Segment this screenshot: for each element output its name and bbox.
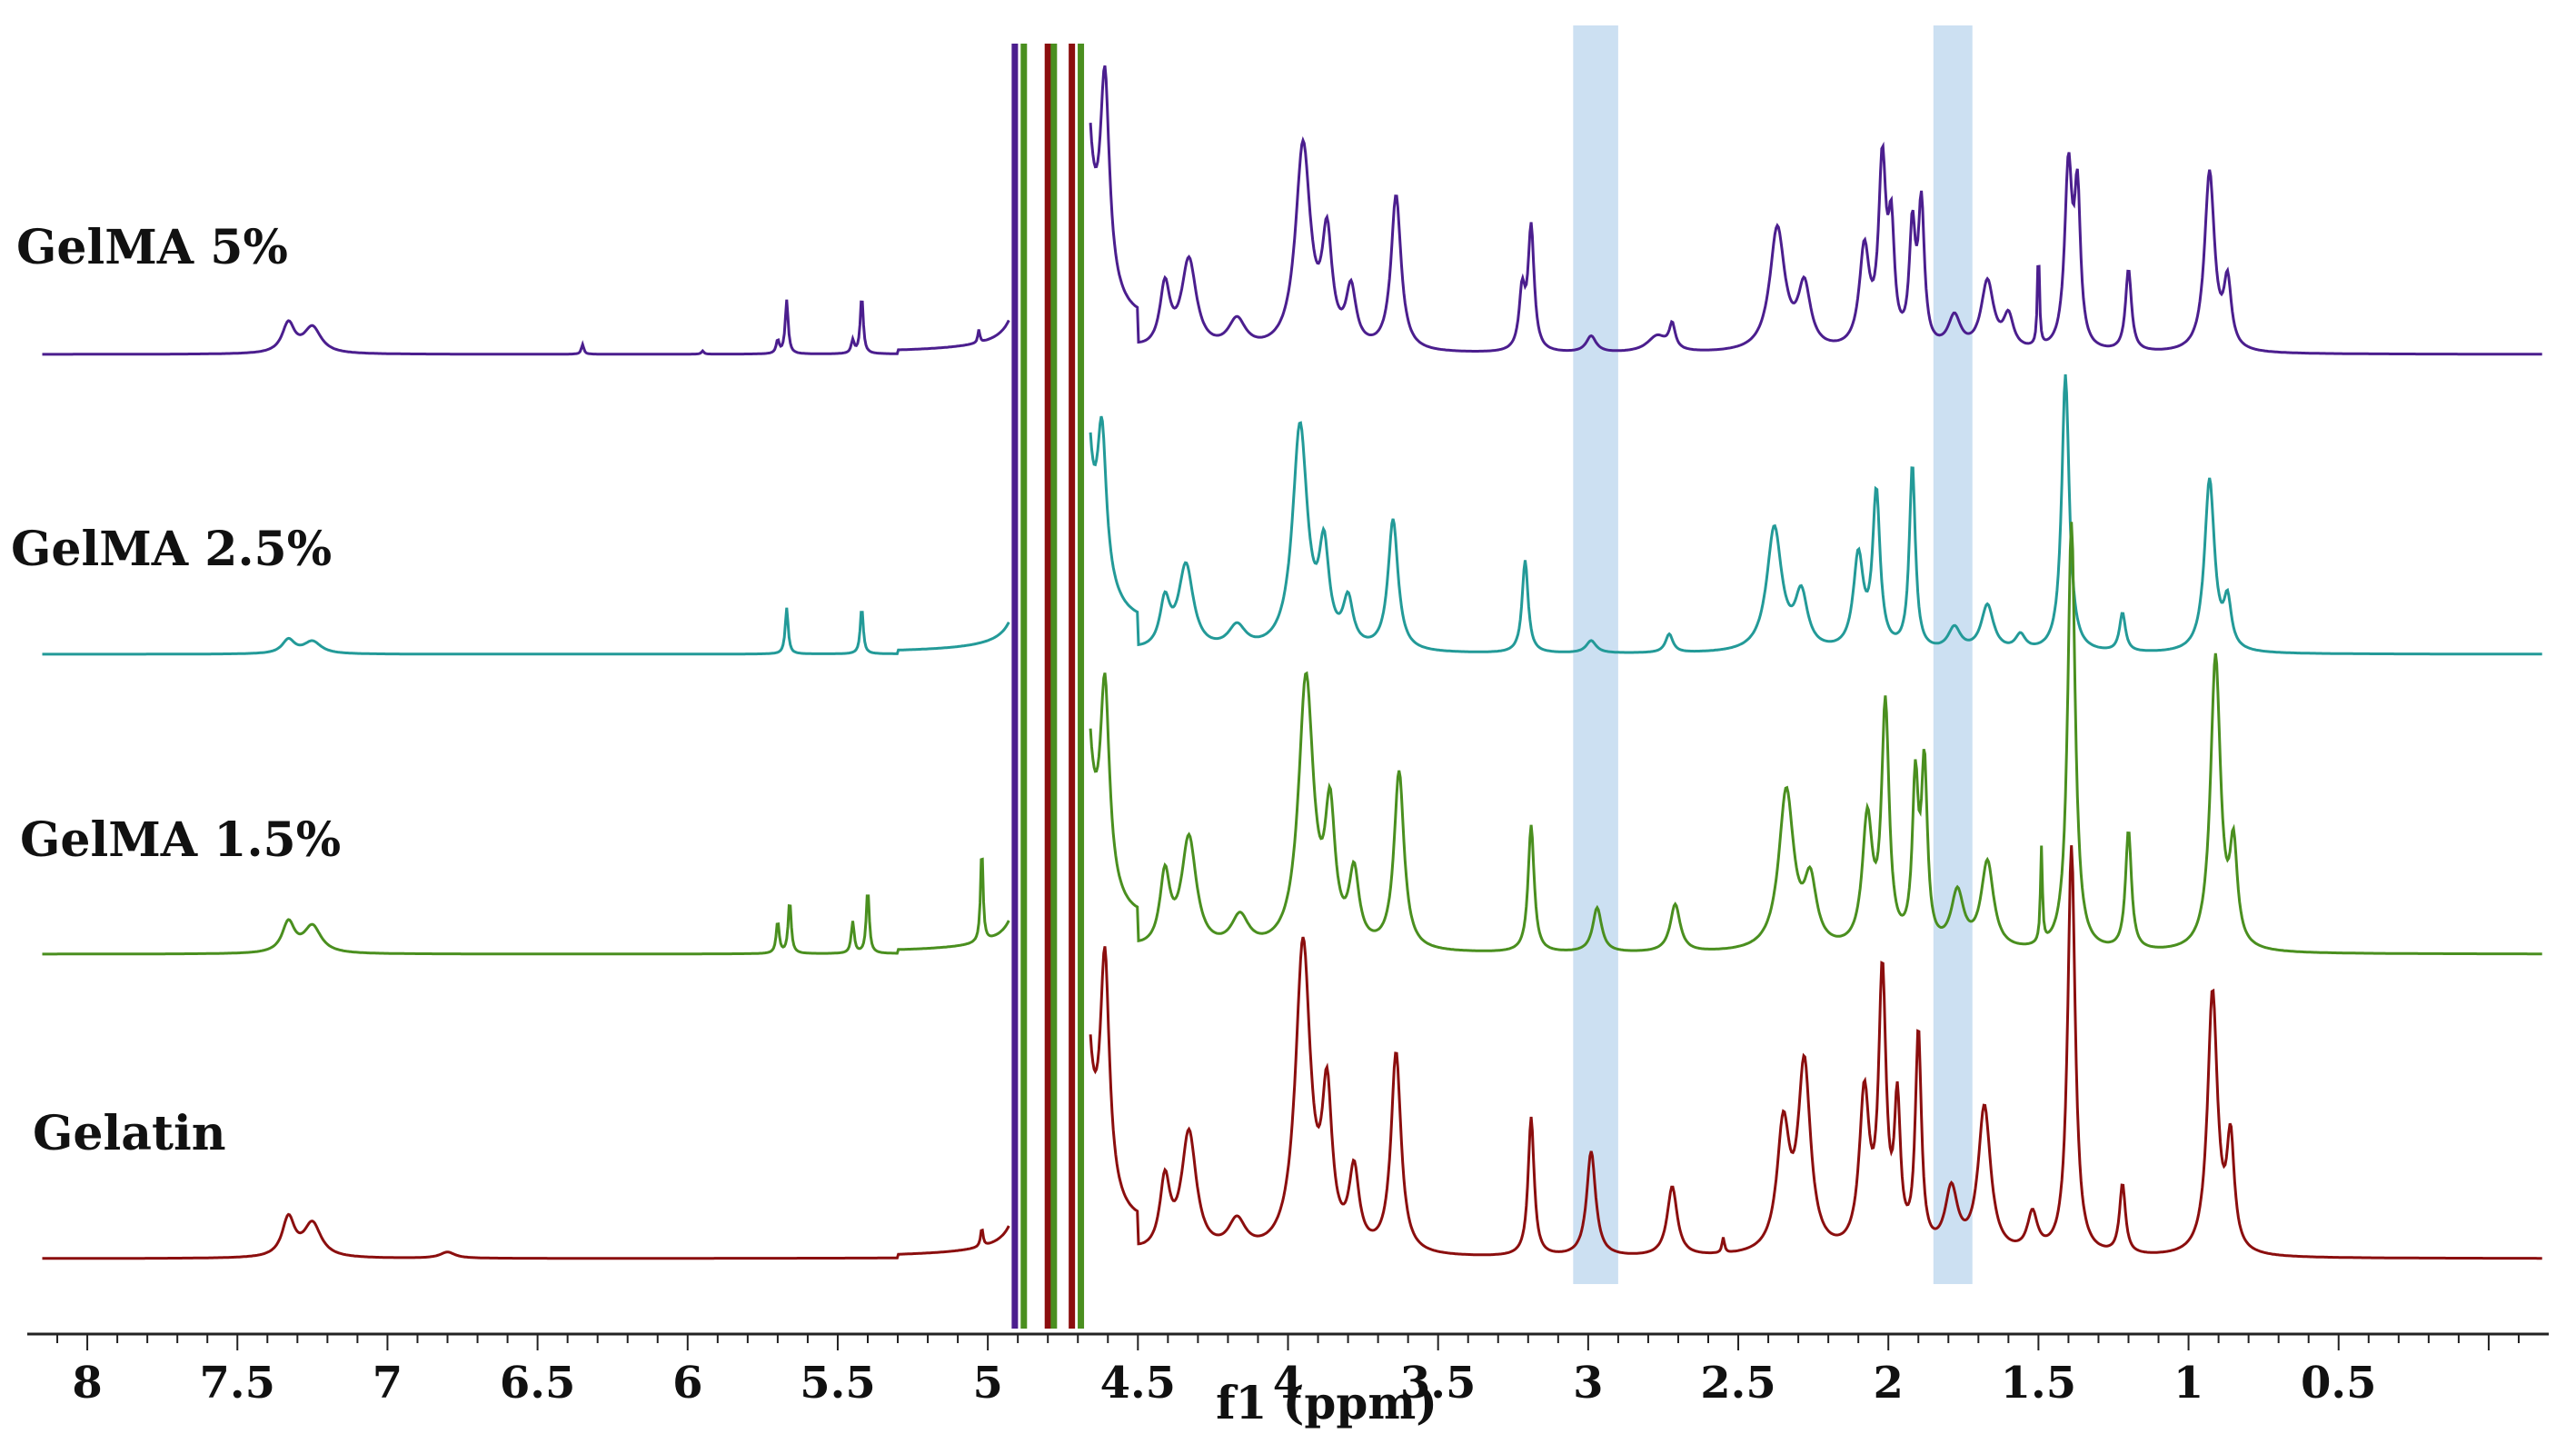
x-tick-label: 0.5 bbox=[2301, 1358, 2377, 1409]
x-tick-label: 1.5 bbox=[2001, 1358, 2077, 1409]
x-tick-label: 3.5 bbox=[1400, 1358, 1477, 1409]
spectra-layer bbox=[42, 65, 2542, 1260]
series-label: GelMA 5% bbox=[16, 220, 288, 275]
x-tick-label: 6 bbox=[672, 1358, 702, 1409]
x-tick-label: 1 bbox=[2173, 1358, 2203, 1409]
x-tick-label: 2 bbox=[1874, 1358, 1904, 1409]
spectrum-line-gelma-5- bbox=[42, 65, 2542, 356]
x-tick-label: 2.5 bbox=[1700, 1358, 1776, 1409]
x-axis: 8 7.5 7 6.5 6 5.5 5 4.5 4 3.5 3 2.5 2 1.5 1 0.5 f1 (ppm) bbox=[27, 1332, 2549, 1429]
series-label: Gelatin bbox=[33, 1106, 226, 1161]
highlight-band-1 bbox=[1573, 25, 1618, 1284]
x-tick-label: 3 bbox=[1573, 1358, 1603, 1409]
series-label: GelMA 2.5% bbox=[11, 522, 332, 577]
spectrum-line-gelma-1-5- bbox=[42, 522, 2542, 956]
x-tick-label: 6.5 bbox=[500, 1358, 576, 1409]
x-axis-title: f1 (ppm) bbox=[1216, 1376, 1437, 1429]
x-tick-label: 7.5 bbox=[199, 1358, 275, 1409]
series-label: GelMA 1.5% bbox=[20, 812, 341, 868]
highlight-band-2 bbox=[1933, 25, 1973, 1284]
highlight-bands bbox=[1573, 25, 1973, 1284]
series-labels: GelMA 5% GelMA 2.5% GelMA 1.5% Gelatin bbox=[11, 220, 341, 1161]
x-tick-label: 7 bbox=[373, 1358, 403, 1409]
x-tick-label: 5.5 bbox=[800, 1358, 876, 1409]
spectrum-line-gelma-2-5- bbox=[42, 373, 2542, 656]
x-tick-label: 4 bbox=[1273, 1358, 1303, 1409]
x-tick-label: 5 bbox=[972, 1358, 1002, 1409]
solvent-peaks bbox=[1011, 44, 1085, 1329]
x-tick-label: 8 bbox=[72, 1358, 102, 1409]
spectrum-line-gelatin bbox=[42, 845, 2542, 1260]
x-tick-label: 4.5 bbox=[1100, 1358, 1177, 1409]
